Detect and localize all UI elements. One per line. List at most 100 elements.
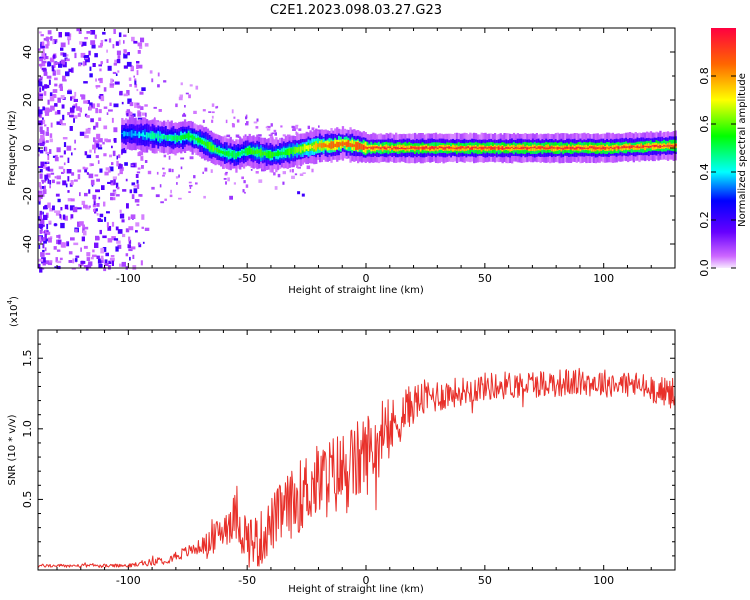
spectrogram-ridge-cell [372, 146, 375, 150]
spectrogram-ridge-cell [672, 145, 675, 147]
spectrogram-ridge-cell [621, 146, 624, 149]
spectrogram-ridge-cell [385, 147, 388, 150]
spectrogram-noise-cell [107, 264, 111, 270]
spectrogram-ridge-cell [469, 147, 472, 150]
spectrogram-noise-cell [83, 204, 88, 209]
spectrogram-noise-cell [113, 127, 118, 133]
spectrogram-noise-cell [115, 246, 119, 252]
snr-scale-exponent: 4 [6, 299, 14, 304]
spectrogram-ridge-cell [168, 135, 171, 139]
spectrogram-ridge-cell [290, 148, 293, 154]
spectrogram-noise-cell [215, 106, 218, 109]
spectrogram-noise-cell [318, 125, 320, 128]
spectrogram-ridge-cell [275, 152, 278, 156]
spectrogram-ridge-cell [545, 147, 548, 150]
spectrogram-noise-cell [100, 248, 105, 254]
spectrogram-noise-cell [103, 267, 107, 272]
spectrogram-ridge-cell [147, 133, 151, 138]
spectrogram-noise-cell [89, 163, 92, 167]
spectrogram-noise-cell [163, 154, 167, 158]
spectrogram-noise-cell [59, 83, 63, 87]
spectrogram-noise-cell [211, 119, 214, 123]
spectrogram-noise-cell [39, 143, 45, 147]
spectrogram-noise-cell [45, 167, 49, 171]
spectrogram-noise-cell [38, 92, 41, 98]
spectrogram-noise-cell [131, 246, 136, 250]
spectrogram-noise-cell [136, 64, 139, 69]
spectrogram-y-tick-label: 0 [21, 145, 34, 152]
colorbar-tick-label: 0.8 [698, 67, 711, 85]
spectrogram-ridge-cell [421, 146, 424, 150]
spectrogram-noise-cell [292, 169, 294, 173]
spectrogram-noise-cell [39, 236, 41, 242]
spectrogram-noise-cell [84, 135, 89, 139]
spectrogram-noise-cell [47, 178, 50, 184]
spectrogram-ridge-cell [282, 151, 286, 155]
snr-scale-close: ) [9, 296, 20, 300]
spectrogram-noise-cell [40, 228, 43, 231]
spectrogram-noise-cell [108, 38, 112, 43]
spectrogram-noise-cell [71, 48, 76, 52]
spectrogram-noise-cell [108, 109, 113, 112]
spectrogram-noise-cell [91, 44, 96, 49]
spectrogram-noise-cell [39, 56, 42, 59]
spectrogram-noise-cell [91, 103, 96, 109]
snr-x-tick-label: 0 [363, 574, 370, 587]
spectrogram-ridge-cell [280, 151, 284, 156]
spectrogram-ridge-cell [223, 151, 227, 156]
spectrogram-noise-cell [113, 62, 117, 66]
spectrogram-noise-cell [53, 223, 58, 226]
spectrogram-ridge-cell [269, 151, 272, 159]
spectrogram-y-tick-label: -20 [21, 187, 34, 205]
spectrogram-noise-cell [71, 67, 74, 73]
spectrogram-noise-cell [93, 198, 96, 202]
spectrogram-noise-cell [122, 167, 124, 170]
spectrogram-noise-cell [96, 213, 99, 216]
spectrogram-noise-cell [107, 238, 113, 243]
spectrogram-noise-cell [125, 178, 128, 182]
spectrogram-noise-cell [67, 242, 69, 246]
colorbar: 0.0 0.2 0.4 0.6 0.8 Normalized spectral ampl… [698, 28, 748, 277]
spectrogram-ridge-cell [381, 146, 384, 152]
spectrogram-ridge-cell [233, 150, 236, 158]
spectrogram-noise-cell [110, 182, 115, 186]
spectrogram-ridge-cell [533, 146, 537, 149]
spectrogram-ridge-cell [442, 147, 445, 150]
spectrogram-noise-cell [98, 64, 102, 67]
spectrogram-ridge-cell [412, 146, 415, 149]
spectrogram-noise-cell [39, 113, 43, 119]
spectrogram-noise-cell [86, 31, 92, 34]
spectrogram-noise-cell [46, 41, 50, 46]
spectrogram-noise-cell [45, 36, 49, 42]
spectrogram-x-tick-label: -100 [116, 272, 141, 285]
spectrogram-noise-cell [128, 248, 133, 252]
spectrogram-ridge-cell [170, 135, 173, 141]
spectrogram-ridge-cell [164, 134, 168, 139]
spectrogram-noise-cell [69, 205, 75, 211]
spectrogram-ridge-cell [241, 150, 244, 155]
spectrogram-noise-cell [135, 222, 140, 227]
spectrogram-ridge-cell [142, 132, 145, 137]
snr-y-tick-label: 0.5 [21, 491, 34, 509]
spectrogram-ridge-cell [492, 147, 495, 150]
spectrogram-noise-cell [99, 42, 103, 47]
spectrogram-noise-cell [45, 146, 48, 152]
colorbar-tick-label: 0.4 [698, 163, 711, 181]
spectrogram-noise-cell [225, 119, 228, 124]
spectrogram-ridge-cell [286, 148, 289, 156]
spectrogram-ridge-cell [484, 146, 487, 149]
spectrogram-noise-cell [79, 41, 83, 45]
snr-y-tick-label: 1.5 [21, 349, 34, 367]
spectrogram-noise-cell [100, 40, 104, 43]
spectrogram-noise-cell [47, 99, 50, 105]
spectrogram-noise-cell [100, 61, 103, 65]
spectrogram-ridge-cell [326, 144, 329, 148]
spectrogram-ridge-cell [189, 135, 192, 138]
spectrogram-noise-cell [81, 200, 86, 205]
spectrogram-ridge-cell [503, 148, 506, 150]
spectrogram-noise-cell [122, 189, 127, 192]
spectrogram-noise-cell [243, 180, 246, 184]
spectrogram-noise-cell [103, 153, 107, 157]
spectrogram-ridge-cell [640, 146, 643, 148]
spectrogram-noise-cell [136, 184, 140, 189]
